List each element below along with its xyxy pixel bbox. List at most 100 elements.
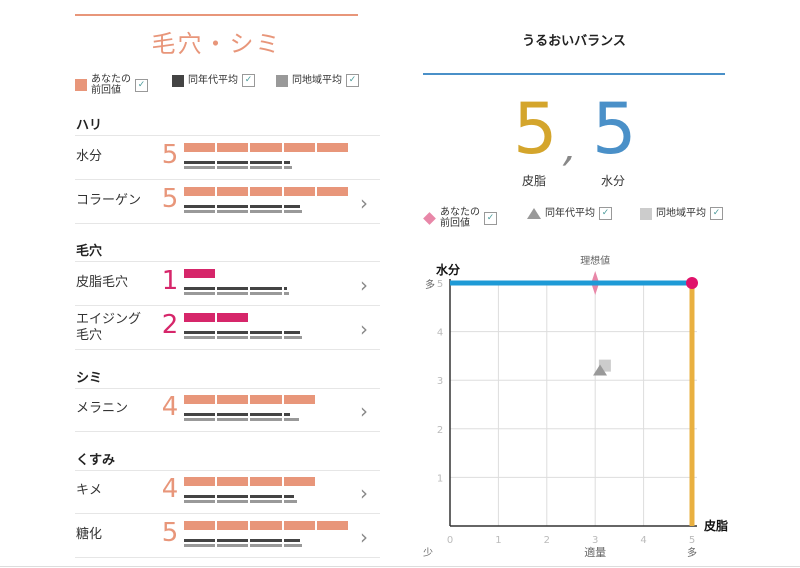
item-label: メラニン	[76, 401, 129, 416]
score-bar-segment	[184, 395, 216, 404]
divider	[75, 135, 380, 136]
legend-item: 同地域平均 ✓	[640, 207, 723, 220]
region-avg-bar	[283, 418, 299, 421]
x-tick-label: 0	[447, 535, 453, 546]
score-bar-segment	[184, 269, 216, 278]
score-bar-segment	[316, 521, 348, 530]
current-point	[686, 277, 698, 289]
x-low-label: 少	[423, 547, 433, 559]
region-avg-bar	[217, 500, 249, 503]
score-bar-segment	[250, 521, 282, 530]
chevron-right-icon[interactable]: ›	[360, 191, 368, 215]
age-avg-bar	[250, 539, 282, 542]
region-avg-bar	[184, 544, 216, 547]
region-avg-bar	[184, 210, 216, 213]
x-high-label: 多	[687, 546, 697, 559]
divider	[75, 261, 380, 262]
region-avg-bar	[217, 210, 249, 213]
score-bar-segment	[184, 143, 216, 152]
score-bar-segment	[316, 187, 348, 196]
divider	[75, 179, 380, 180]
score-bar-segment	[217, 313, 249, 322]
legend-label: 同地域平均	[656, 208, 706, 219]
score-bar-segment	[184, 313, 216, 322]
checkbox[interactable]: ✓	[346, 74, 359, 87]
section-heading-1: 毛穴	[76, 244, 103, 259]
region-avg-bar	[283, 166, 292, 169]
divider	[75, 223, 380, 224]
separator: ,	[557, 125, 588, 171]
checkbox[interactable]: ✓	[242, 74, 255, 87]
sebum-value: 5	[513, 88, 558, 170]
score-bar-segment	[250, 143, 282, 152]
age-avg-bar	[217, 539, 249, 542]
region-avg-bar	[250, 500, 282, 503]
balance-title: うるおいバランス	[522, 34, 626, 49]
score-bar-segment	[184, 187, 216, 196]
x-tick-label: 5	[689, 535, 695, 546]
y-tick-label: 1	[437, 473, 443, 484]
divider	[75, 470, 380, 471]
legend-swatch	[75, 79, 87, 91]
region-avg-bar	[250, 544, 282, 547]
chevron-right-icon[interactable]: ›	[360, 317, 368, 341]
legend-swatch	[276, 74, 288, 87]
score-bar-segment	[184, 521, 216, 530]
chevron-right-icon[interactable]: ›	[360, 481, 368, 505]
age-avg-bar	[250, 205, 282, 208]
age-avg-bar	[217, 287, 249, 290]
age-avg-bar	[283, 539, 301, 542]
legend-label: あなたの 前回値	[440, 207, 480, 229]
y-tick-label: 4	[437, 328, 443, 339]
region-avg-bar	[217, 418, 249, 421]
age-avg-bar	[217, 161, 249, 164]
age-avg-bar	[250, 331, 282, 334]
region-avg-bar	[184, 292, 216, 295]
legend-item: あなたの 前回値 ✓	[423, 207, 497, 229]
region-avg-bar	[283, 336, 302, 339]
score-bar-segment	[217, 521, 249, 530]
item-score: 5	[161, 140, 179, 170]
y-tick-label: 5	[437, 279, 443, 290]
chevron-right-icon[interactable]: ›	[360, 273, 368, 297]
item-score: 1	[161, 266, 179, 296]
age-avg-triangle-marker	[593, 364, 608, 376]
checkbox[interactable]: ✓	[599, 207, 612, 220]
age-avg-bar	[184, 205, 216, 208]
chevron-right-icon[interactable]: ›	[360, 399, 368, 423]
age-avg-bar	[184, 413, 216, 416]
legend-label: 同地域平均	[292, 75, 342, 86]
region-avg-bar	[184, 500, 216, 503]
legend-label: あなたの 前回値	[91, 74, 131, 96]
age-avg-bar	[217, 495, 249, 498]
region-avg-bar	[184, 336, 216, 339]
age-avg-bar	[283, 287, 287, 290]
legend-swatch	[172, 74, 184, 87]
age-avg-bar	[217, 205, 249, 208]
item-score: 4	[161, 474, 179, 504]
x-tick-label: 3	[592, 535, 598, 546]
chevron-right-icon[interactable]: ›	[360, 525, 368, 549]
region-avg-bar	[250, 292, 282, 295]
divider	[75, 349, 380, 350]
score-bar-segment	[250, 187, 282, 196]
legend-item: 同年代平均 ✓	[527, 207, 612, 220]
checkbox[interactable]: ✓	[135, 78, 148, 92]
legend-label: 同年代平均	[545, 208, 595, 219]
item-label: コラーゲン	[76, 193, 142, 208]
divider	[75, 557, 380, 558]
checkbox[interactable]: ✓	[484, 211, 497, 225]
item-label: 皮脂毛穴	[76, 275, 129, 290]
region-avg-bar	[217, 166, 249, 169]
x-tick-label: 1	[495, 535, 501, 546]
section-heading-3: くすみ	[76, 453, 116, 468]
age-avg-bar	[250, 161, 282, 164]
region-avg-bar	[217, 336, 249, 339]
checkbox[interactable]: ✓	[710, 207, 723, 220]
region-avg-bar	[250, 210, 282, 213]
item-score: 4	[161, 392, 179, 422]
y-axis-title: 水分	[436, 262, 460, 277]
section-heading-0: ハリ	[76, 118, 103, 133]
y-high-label: 多	[425, 278, 435, 291]
ideal-label: 理想値	[580, 254, 610, 267]
